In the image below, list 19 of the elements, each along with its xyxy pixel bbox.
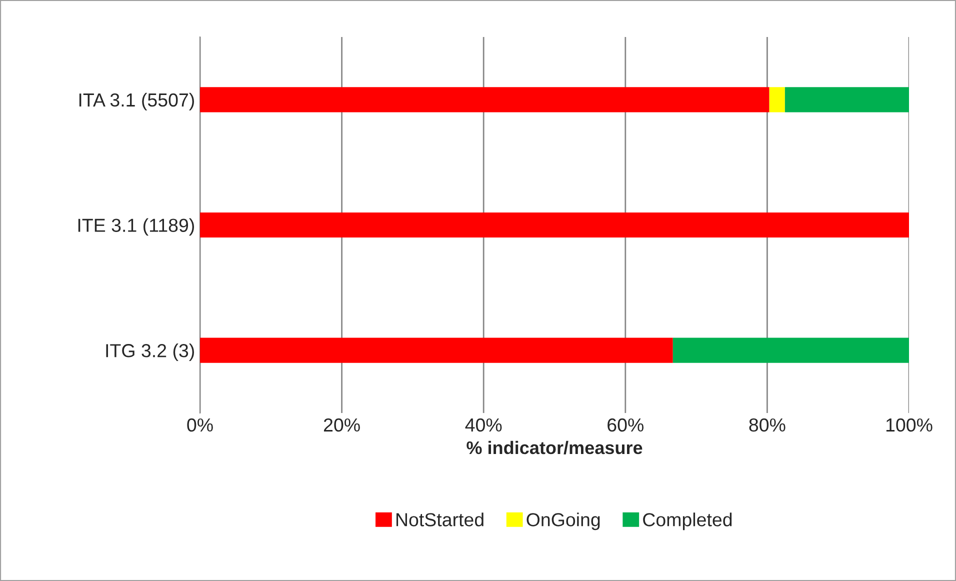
y-tick-label: ITA 3.1 (5507) (79, 92, 194, 110)
bar (200, 87, 770, 112)
x-tick-label: 60% (608, 418, 644, 432)
y-tick-label: ITG 3.2 (3) (106, 344, 194, 362)
x-tick-label: 100% (886, 418, 932, 432)
y-tick-label: ITE 3.1 (1189) (78, 218, 194, 236)
x-axis-title: % indicator/measure (466, 440, 642, 454)
legend-label: OnGoing (526, 512, 600, 530)
bar (769, 87, 785, 112)
bar (672, 338, 909, 363)
bar (200, 338, 673, 363)
legend-label: Completed (643, 512, 732, 530)
x-tick-label: 20% (324, 418, 360, 432)
x-tick-label: 0% (187, 418, 213, 432)
legend-label: NotStarted (396, 512, 484, 526)
x-tick-label: 40% (465, 418, 502, 432)
bar (784, 87, 909, 112)
bar (200, 212, 909, 238)
x-tick-label: 80% (749, 418, 786, 432)
